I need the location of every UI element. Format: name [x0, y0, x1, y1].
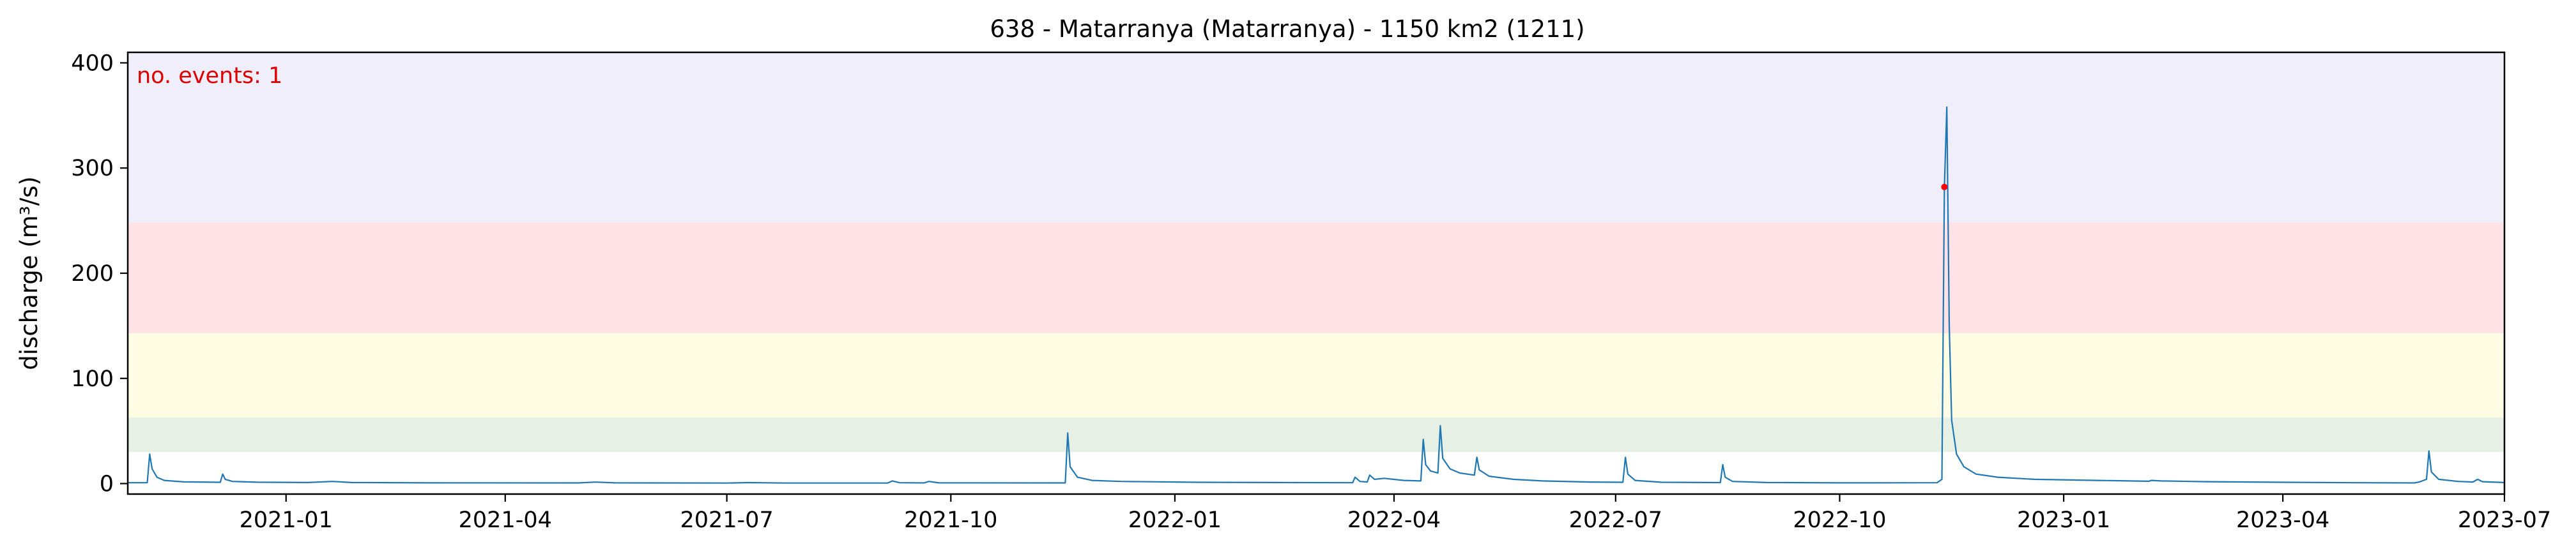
- x-tick-label-1: 2021-04: [459, 507, 552, 533]
- x-tick-label-4: 2022-01: [1128, 507, 1222, 533]
- x-tick-label-7: 2022-10: [1793, 507, 1886, 533]
- x-tick-label-2: 2021-07: [680, 507, 773, 533]
- threshold-band-3: [128, 52, 2504, 223]
- threshold-band-2: [128, 222, 2504, 333]
- x-axis: 2021-01 2021-04 2021-07 2021-10 2022-01 2022-…: [240, 494, 2551, 533]
- chart-title: 638 - Matarranya (Matarranya) - 1150 km2…: [990, 15, 1584, 43]
- x-tick-label-9: 2023-04: [2236, 507, 2329, 533]
- x-tick-label-6: 2022-07: [1569, 507, 1662, 533]
- threshold-band-1: [128, 333, 2504, 417]
- y-tick-label-0: 0: [100, 472, 114, 497]
- x-tick-label-8: 2023-01: [2017, 507, 2110, 533]
- y-axis: 0 100 200 300 400: [71, 50, 128, 497]
- x-tick-label-0: 2021-01: [240, 507, 333, 533]
- y-tick-label-4: 400: [71, 50, 114, 76]
- discharge-series-line-0: [128, 106, 2505, 484]
- threshold-band-0: [128, 417, 2504, 453]
- event-count-annotation: no. events: 1: [137, 63, 282, 89]
- x-tick-label-5: 2022-04: [1347, 507, 1441, 533]
- y-axis-label: discharge (m³/s): [15, 176, 43, 370]
- y-tick-label-3: 300: [71, 156, 114, 181]
- x-tick-label-10: 2023-07: [2458, 507, 2551, 533]
- y-tick-label-2: 200: [71, 261, 114, 287]
- x-tick-label-3: 2021-10: [904, 507, 997, 533]
- event-marker-0: [1941, 183, 1948, 190]
- plot-area: [128, 106, 2505, 484]
- threshold-bands: [128, 52, 2504, 453]
- y-tick-label-1: 100: [71, 366, 114, 392]
